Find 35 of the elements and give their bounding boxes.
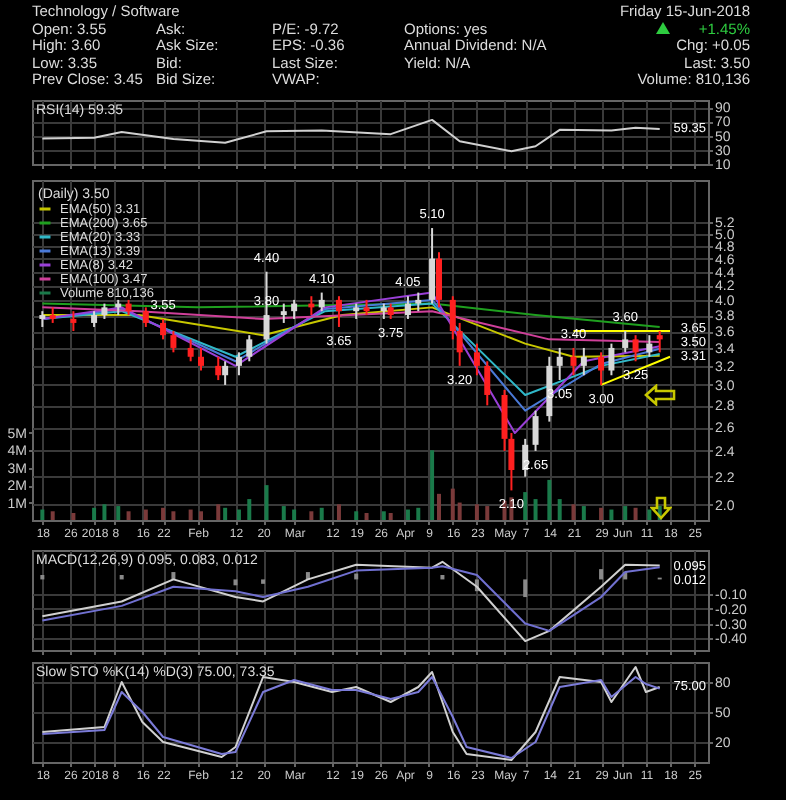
candlestick (415, 291, 422, 313)
candlestick (318, 291, 325, 313)
candlestick (222, 360, 229, 386)
candlestick (70, 310, 77, 333)
candlestick (170, 330, 177, 354)
candlestick (435, 251, 442, 309)
candlestick (142, 306, 149, 328)
line-series (41, 565, 661, 632)
candlestick (622, 330, 629, 354)
candlestick (187, 338, 194, 363)
candlestick (484, 360, 491, 407)
candlestick (335, 295, 342, 328)
candlestick (608, 342, 615, 377)
candlestick (160, 317, 167, 341)
line-series (41, 302, 661, 396)
candlestick (215, 355, 222, 382)
candlestick (291, 298, 298, 320)
candlestick (429, 227, 436, 305)
candlestick (556, 346, 563, 382)
candlestick (235, 351, 242, 377)
candlestick (473, 342, 480, 377)
candlestick (280, 302, 287, 324)
candlestick (656, 330, 663, 354)
candlestick (246, 334, 253, 363)
candlestick (598, 351, 605, 386)
candlestick (580, 346, 587, 377)
candlestick (198, 346, 204, 372)
candlestick (532, 409, 539, 452)
candlestick (646, 334, 653, 358)
candlestick (632, 334, 639, 363)
candlestick (570, 346, 577, 377)
line-series (41, 302, 661, 328)
candlestick (404, 295, 411, 320)
line-series (41, 118, 661, 153)
line-series (41, 306, 661, 343)
